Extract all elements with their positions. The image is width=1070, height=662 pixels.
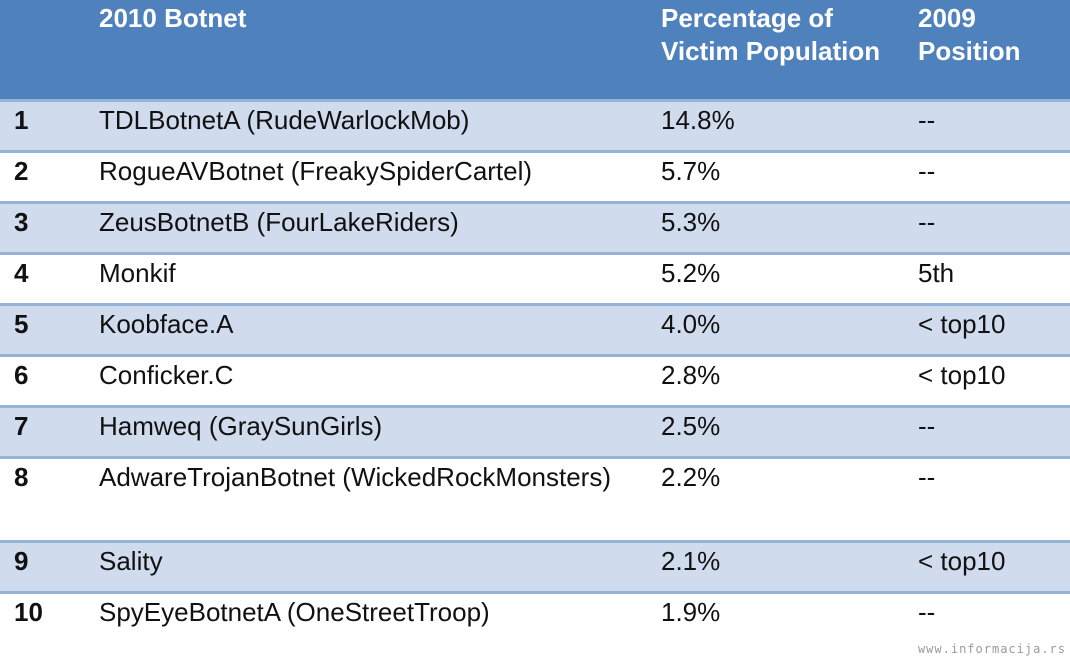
- position-cell: --: [902, 455, 1070, 541]
- botnet-cell: Hamweq (GraySunGirls): [83, 404, 645, 457]
- header-percentage: Percentage of Victim Population: [645, 0, 902, 100]
- rank-cell: 7: [0, 404, 83, 457]
- table-row: 9 Sality 2.1% < top10: [0, 539, 1070, 592]
- position-cell: --: [902, 149, 1070, 202]
- position-cell: --: [902, 590, 1070, 643]
- position-cell: --: [902, 98, 1070, 151]
- botnet-cell: AdwareTrojanBotnet (WickedRockMonsters): [83, 455, 645, 541]
- table-row: 8 AdwareTrojanBotnet (WickedRockMonsters…: [0, 455, 1070, 541]
- rank-cell: 3: [0, 200, 83, 253]
- header-rank: [0, 0, 83, 100]
- botnet-cell: Monkif: [83, 251, 645, 304]
- table-row: 1 TDLBotnetA (RudeWarlockMob) 14.8% --: [0, 98, 1070, 151]
- header-row: 2010 Botnet Percentage of Victim Populat…: [0, 0, 1070, 100]
- rank-cell: 1: [0, 98, 83, 151]
- header-botnet: 2010 Botnet: [83, 0, 645, 100]
- position-cell: --: [902, 404, 1070, 457]
- percentage-cell: 1.9%: [645, 590, 902, 643]
- botnet-cell: Sality: [83, 539, 645, 592]
- rank-cell: 8: [0, 455, 83, 541]
- botnet-table: 2010 Botnet Percentage of Victim Populat…: [0, 0, 1070, 643]
- rank-cell: 2: [0, 149, 83, 202]
- table-row: 10 SpyEyeBotnetA (OneStreetTroop) 1.9% -…: [0, 590, 1070, 643]
- percentage-cell: 14.8%: [645, 98, 902, 151]
- botnet-cell: RogueAVBotnet (FreakySpiderCartel): [83, 149, 645, 202]
- rank-cell: 5: [0, 302, 83, 355]
- table-row: 2 RogueAVBotnet (FreakySpiderCartel) 5.7…: [0, 149, 1070, 202]
- position-cell: < top10: [902, 353, 1070, 406]
- botnet-cell: TDLBotnetA (RudeWarlockMob): [83, 98, 645, 151]
- table-row: 3 ZeusBotnetB (FourLakeRiders) 5.3% --: [0, 200, 1070, 253]
- botnet-cell: Koobface.A: [83, 302, 645, 355]
- percentage-cell: 2.5%: [645, 404, 902, 457]
- table-row: 6 Conficker.C 2.8% < top10: [0, 353, 1070, 406]
- rank-cell: 4: [0, 251, 83, 304]
- table-row: 7 Hamweq (GraySunGirls) 2.5% --: [0, 404, 1070, 457]
- botnet-cell: Conficker.C: [83, 353, 645, 406]
- percentage-cell: 5.3%: [645, 200, 902, 253]
- header-position-2009: 2009 Position: [902, 0, 1070, 100]
- percentage-cell: 2.1%: [645, 539, 902, 592]
- botnet-cell: SpyEyeBotnetA (OneStreetTroop): [83, 590, 645, 643]
- percentage-cell: 4.0%: [645, 302, 902, 355]
- percentage-cell: 2.2%: [645, 455, 902, 541]
- rank-cell: 9: [0, 539, 83, 592]
- position-cell: < top10: [902, 302, 1070, 355]
- botnet-cell: ZeusBotnetB (FourLakeRiders): [83, 200, 645, 253]
- rank-cell: 10: [0, 590, 83, 643]
- rank-cell: 6: [0, 353, 83, 406]
- percentage-cell: 5.2%: [645, 251, 902, 304]
- watermark: www.informacija.rs: [917, 642, 1066, 656]
- table-row: 5 Koobface.A 4.0% < top10: [0, 302, 1070, 355]
- percentage-cell: 5.7%: [645, 149, 902, 202]
- position-cell: --: [902, 200, 1070, 253]
- position-cell: 5th: [902, 251, 1070, 304]
- percentage-cell: 2.8%: [645, 353, 902, 406]
- position-cell: < top10: [902, 539, 1070, 592]
- table-row: 4 Monkif 5.2% 5th: [0, 251, 1070, 304]
